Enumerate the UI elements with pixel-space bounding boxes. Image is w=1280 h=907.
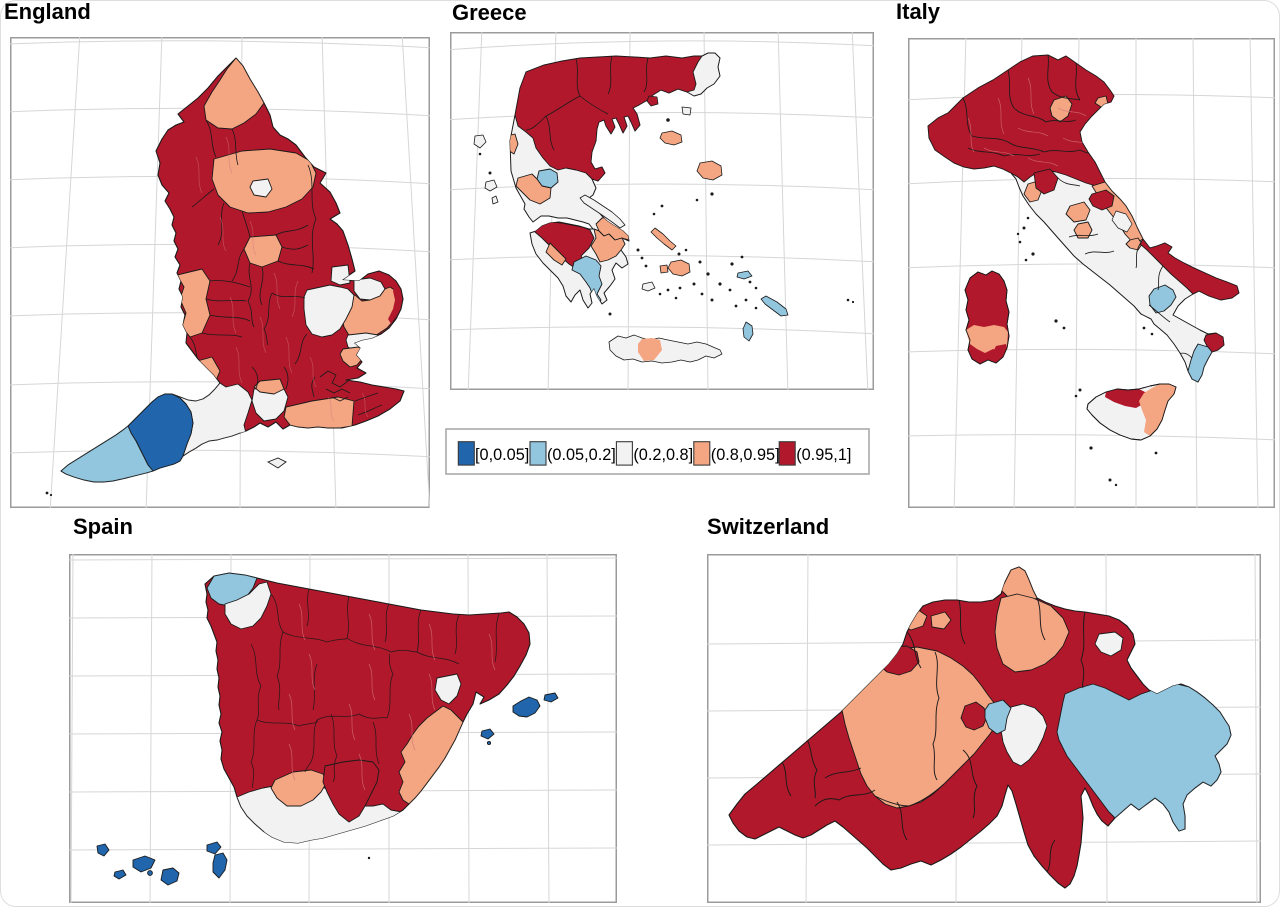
svg-text:[0,0.05]: [0,0.05]	[475, 446, 529, 464]
svg-text:(0.95,1]: (0.95,1]	[796, 446, 851, 464]
svg-text:(0.8,0.95]: (0.8,0.95]	[711, 446, 780, 464]
svg-text:(0.2,0.8]: (0.2,0.8]	[633, 446, 693, 464]
svg-text:(0.05,0.2]: (0.05,0.2]	[547, 446, 616, 464]
